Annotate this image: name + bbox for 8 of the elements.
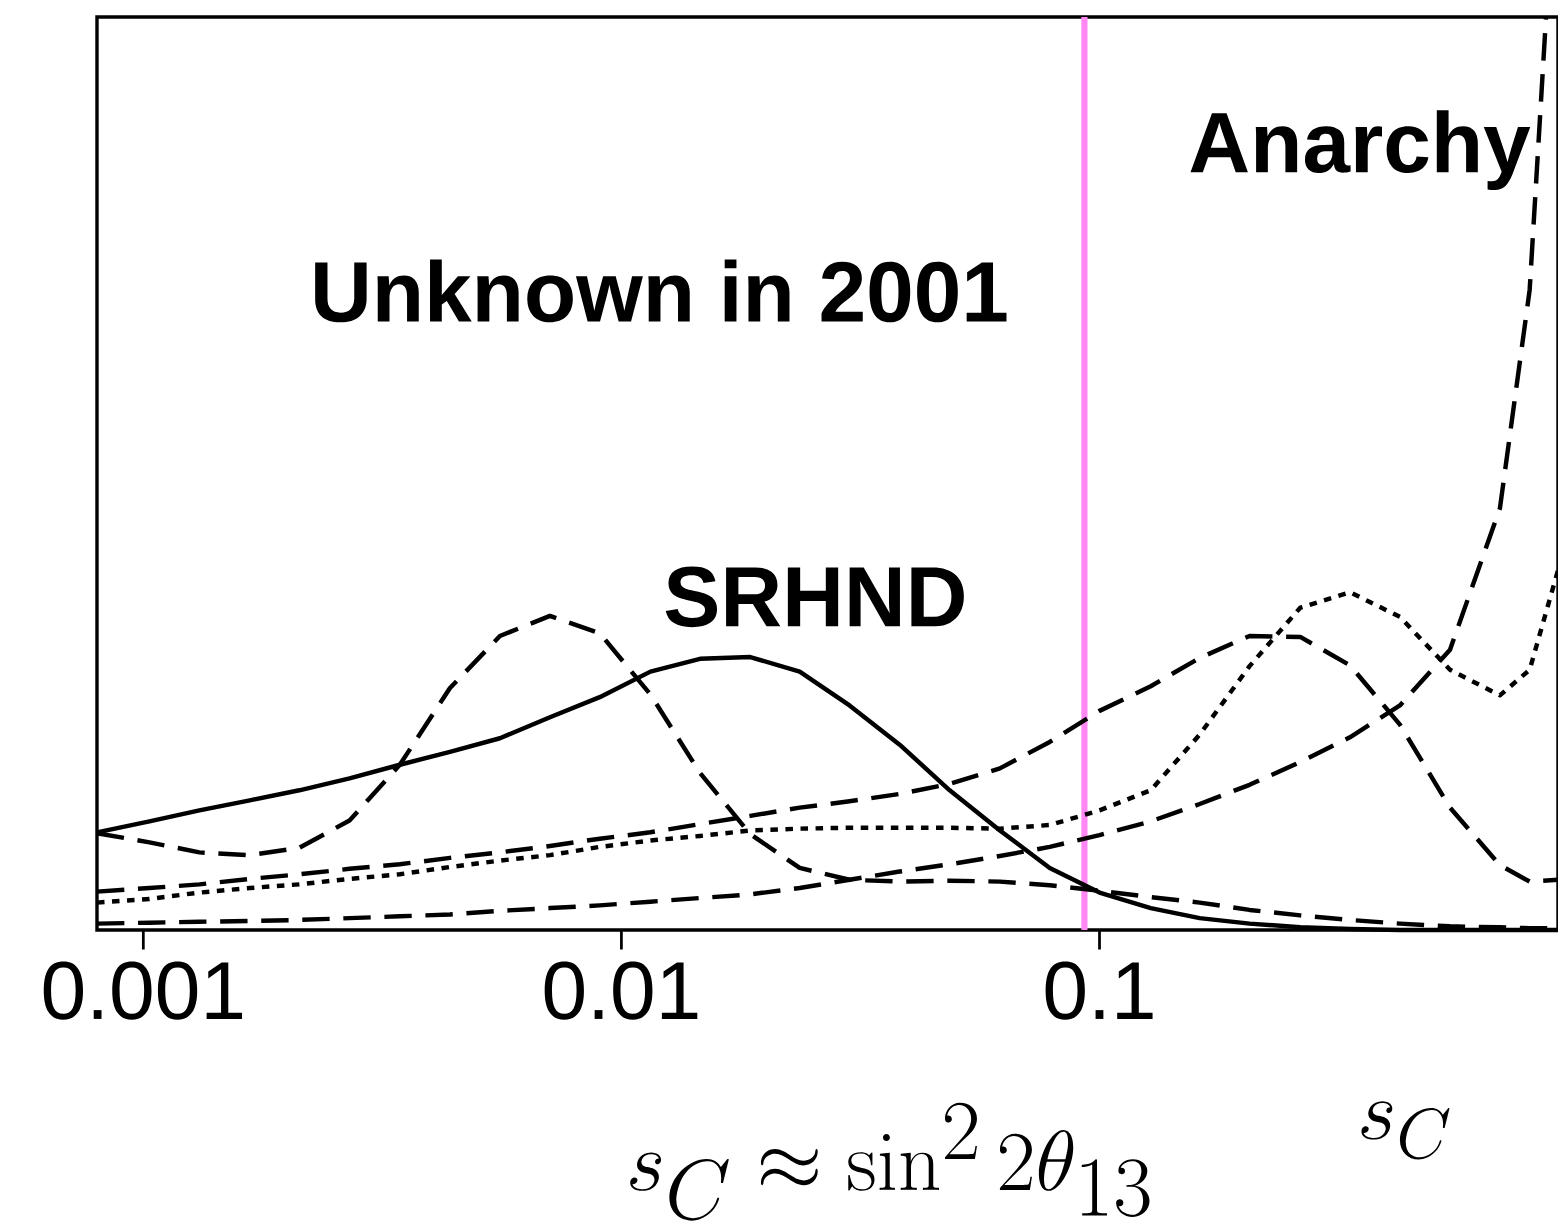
series-label: SRHND [665, 566, 964, 628]
x-tick-label: 0.1 [1045, 961, 1153, 1020]
annotation: Unknown in 2001 [315, 259, 1007, 323]
x-tick-label: 0.01 [544, 961, 698, 1020]
series-label: Anarchy [1190, 110, 1531, 190]
x-axis-title: $s_C \approx \sin^2 2\theta_{13}$ [630, 1102, 1150, 1221]
text: $s_C$ [1361, 1101, 1450, 1160]
x-tick-label: 0.001 [43, 961, 243, 1020]
